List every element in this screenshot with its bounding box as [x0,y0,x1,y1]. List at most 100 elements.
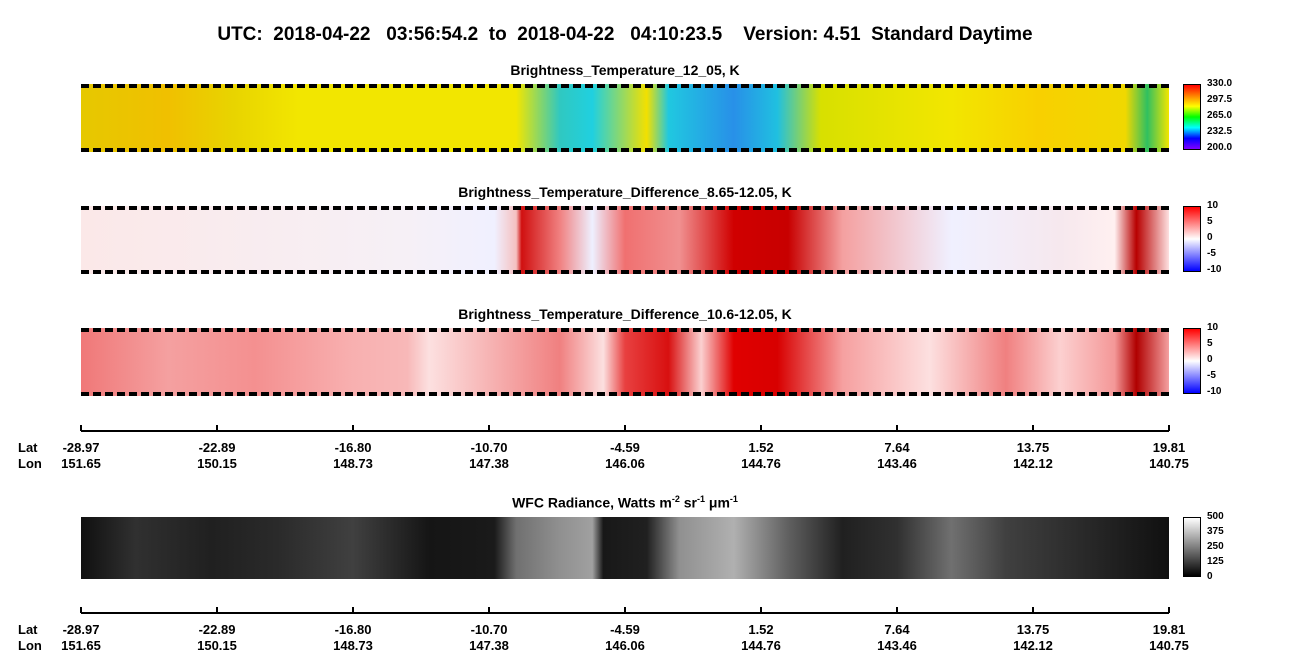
lon-label: 144.76 [741,638,781,653]
axis-tick [352,425,354,431]
lon-axis-title: Lon [18,456,42,471]
image-strip [81,206,1169,274]
colorbar-label: 10 [1207,200,1219,211]
colorbar [1183,206,1201,272]
lat-label: 7.64 [884,622,910,637]
axis-tick [896,607,898,613]
lat-label: -10.70 [470,622,508,637]
lat-label: 19.81 [1152,622,1186,637]
axis-line [81,430,1169,432]
lat-label: -10.70 [470,440,508,455]
lat-label: -16.80 [334,622,372,637]
page-title: UTC: 2018-04-22 03:56:54.2 to 2018-04-22… [217,24,1033,45]
lat-label: -28.97 [62,622,100,637]
lat-label: 1.52 [748,440,774,455]
axis-tick [760,425,762,431]
panel-title: Brightness_Temperature_Difference_8.65-1… [458,184,792,200]
colorbar-label: 5 [1207,338,1213,349]
lat-label: 13.75 [1016,440,1050,455]
lat-axis-title: Lat [18,622,38,637]
lat-axis-title: Lat [18,440,38,455]
colorbar-label: 232.5 [1207,126,1233,137]
lat-label: -22.89 [198,440,236,455]
lon-label: 146.06 [605,638,645,653]
colorbar-label: 0 [1207,232,1213,243]
axis-tick [1168,607,1170,613]
lon-label: 150.15 [197,456,237,471]
lat-label: -22.89 [198,622,236,637]
lon-label: 147.38 [469,456,509,471]
lon-label: 142.12 [1013,456,1053,471]
axis-tick [216,607,218,613]
panel-title: WFC Radiance, Watts m-2 sr-1 μm-1 [81,494,1169,511]
title-part: WFC Radiance, Watts m [512,494,672,511]
colorbar-label: 0 [1207,354,1213,365]
lat-label: 7.64 [884,440,910,455]
lon-label: 151.65 [61,638,101,653]
axis-tick [1032,607,1034,613]
lat-label: -16.80 [334,440,372,455]
lon-axis-title: Lon [18,638,42,653]
colorbar-label: 10 [1207,322,1219,333]
colorbar-label: -10 [1207,386,1222,397]
axis-tick [352,607,354,613]
lon-label: 144.76 [741,456,781,471]
colorbar-label: 265.0 [1207,110,1233,121]
colorbar [1183,328,1201,394]
lon-label: 142.12 [1013,638,1053,653]
title-part: -1 [696,494,705,504]
colorbar-label: 330.0 [1207,78,1233,89]
axis-tick [760,607,762,613]
lat-label: -28.97 [62,440,100,455]
axis-tick [896,425,898,431]
lon-label: 148.73 [333,456,373,471]
lon-label: 140.75 [1149,638,1189,653]
colorbar [1183,84,1201,150]
colorbar [1183,517,1201,577]
colorbar-label: 250 [1207,541,1224,552]
image-strip [81,328,1169,396]
axis-tick [80,425,82,431]
title-part: sr [679,494,697,511]
colorbar-label: 200.0 [1207,142,1233,153]
colorbar-label: -5 [1207,248,1216,259]
lon-label: 150.15 [197,638,237,653]
title-part: -1 [729,494,738,504]
lon-label: 147.38 [469,638,509,653]
lat-label: -4.59 [610,622,640,637]
axis-tick [1032,425,1034,431]
panel-title: Brightness_Temperature_12_05, K [510,62,740,78]
title-part: -2 [671,494,680,504]
axis-tick [80,607,82,613]
lon-label: 143.46 [877,638,917,653]
lon-label: 146.06 [605,456,645,471]
axis-tick [488,607,490,613]
colorbar-label: 5 [1207,216,1213,227]
title-part: μm [704,494,730,511]
colorbar-label: -5 [1207,370,1216,381]
colorbar-label: 125 [1207,556,1224,567]
colorbar-label: -10 [1207,264,1222,275]
axis-tick [488,425,490,431]
colorbar-label: 500 [1207,511,1224,522]
axis-line [81,612,1169,614]
colorbar-label: 375 [1207,526,1224,537]
axis-tick [624,607,626,613]
lon-label: 151.65 [61,456,101,471]
image-strip [81,84,1169,152]
lat-label: 19.81 [1152,440,1186,455]
lat-label: -4.59 [610,440,640,455]
axis-tick [624,425,626,431]
axis-tick [216,425,218,431]
panel-title: Brightness_Temperature_Difference_10.6-1… [458,306,792,322]
lon-label: 148.73 [333,638,373,653]
axis-tick [1168,425,1170,431]
lat-label: 13.75 [1016,622,1050,637]
colorbar-label: 0 [1207,571,1213,582]
lat-label: 1.52 [748,622,774,637]
image-strip [81,517,1169,579]
lon-label: 140.75 [1149,456,1189,471]
colorbar-label: 297.5 [1207,94,1233,105]
lon-label: 143.46 [877,456,917,471]
